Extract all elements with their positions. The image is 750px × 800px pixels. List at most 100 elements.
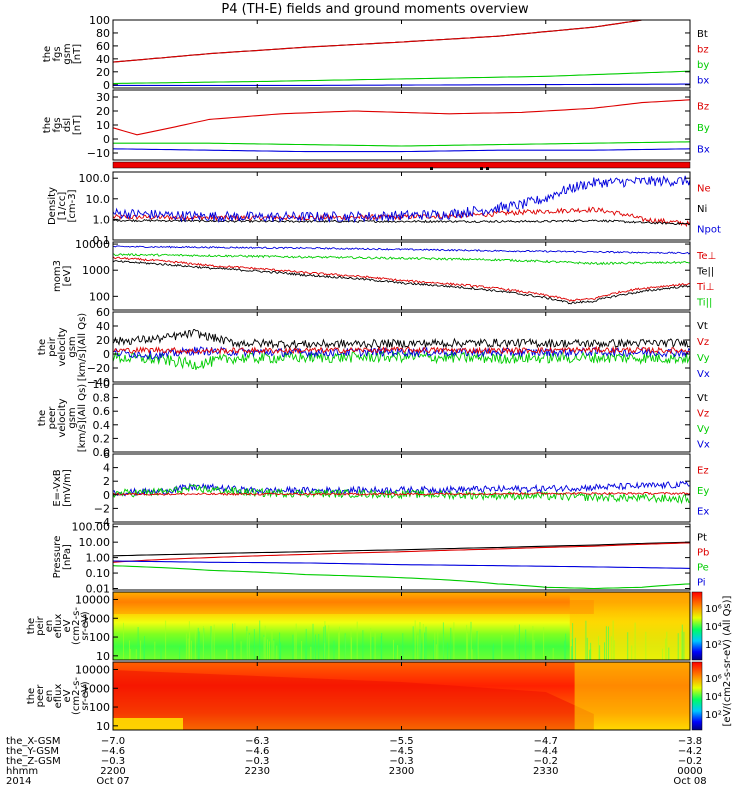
spectrogram-streak: [590, 642, 592, 660]
spectrogram-streak: [211, 629, 213, 660]
spectrogram-streak: [493, 643, 495, 660]
spectrogram-streak: [501, 634, 503, 660]
y-axis-label: (cm2-s-: [71, 677, 82, 715]
y-tick-label: 10000: [75, 593, 110, 606]
spectrogram-streak: [135, 649, 137, 660]
y-tick-label: 100.0: [79, 172, 111, 185]
ephemeris-value: −0.3: [245, 756, 269, 767]
ephemeris-value: −0.3: [101, 756, 125, 767]
series-line-peir-velocity-Vt: [113, 329, 690, 350]
y-tick-label: 10: [96, 119, 110, 132]
spectrogram-band: [113, 670, 594, 730]
spectrogram-streak: [165, 620, 167, 660]
y-tick-label: −10: [87, 147, 110, 160]
spectrogram-streak: [467, 633, 469, 660]
spectrogram-streak: [492, 646, 494, 660]
spectrogram-streak: [525, 629, 527, 660]
spectrogram-streak: [344, 633, 346, 660]
spectrogram-streak: [198, 631, 200, 660]
spectrogram-streak: [394, 643, 396, 660]
spectrogram-streak: [466, 624, 468, 660]
spectrogram-streak: [137, 627, 139, 660]
spectrogram-streak: [226, 649, 228, 660]
y-tick-label: 60: [96, 40, 110, 53]
spectrogram-fill: [569, 592, 690, 660]
ephemeris-value: 2200: [100, 766, 125, 777]
spectrogram-streak: [269, 641, 270, 660]
y-tick-label: −2: [94, 502, 110, 515]
spectrogram-streak: [570, 646, 572, 660]
spectrogram-streak: [179, 647, 181, 660]
series-line-e-field-Ez: [113, 491, 690, 496]
series-line-pressure-Pe: [113, 565, 690, 590]
spectrogram-streak: [267, 639, 268, 660]
y-axis-label: eflux: [53, 614, 64, 639]
spectrogram-streak: [194, 630, 196, 660]
y-tick-label: −4: [94, 516, 110, 529]
y-tick-label: 1.00: [86, 552, 111, 565]
status-bar-mark: [480, 167, 483, 170]
ephemeris-value: −0.3: [389, 756, 413, 767]
spectrogram-streak: [279, 641, 281, 660]
spectrogram-streak: [610, 636, 612, 660]
series-line-fgs-dsl-Bz: [113, 99, 690, 136]
y-axis-label: dsl: [62, 118, 73, 132]
spectrogram-streak: [631, 645, 633, 660]
spectrogram-streak: [442, 622, 444, 660]
legend-item-Vx: Vx: [697, 369, 710, 380]
y-axis-label: peir: [35, 615, 46, 635]
spectrogram-streak: [476, 631, 478, 660]
legend-item-Te⊥: Te⊥: [696, 251, 716, 262]
series-line-peir-velocity-Vy: [113, 350, 690, 371]
y-tick-label: 100: [89, 631, 110, 644]
ephemeris-table: the_X-GSM −7.0 −6.3 −5.5 −4.7 −3.8 the_Y-GSM −4…: [6, 736, 707, 787]
y-tick-label: 2: [103, 475, 110, 488]
colorbar-tick-label: 10²: [705, 710, 722, 721]
y-tick-label: 10000: [75, 238, 110, 251]
spectrogram-streak: [312, 623, 314, 660]
spectrogram-streak: [605, 626, 607, 660]
spectrogram-streak: [187, 638, 189, 660]
spectrogram-streak: [328, 625, 330, 660]
y-axis-label: [eV]: [62, 266, 73, 287]
panel-density: 0.1 1.0 10.0 100.0 Density [1/cc] [cm-3] Ne Ni Np…: [47, 171, 721, 247]
y-axis-label: E=-VxB: [52, 469, 63, 506]
ephemeris-value: −7.0: [101, 736, 125, 747]
spectrogram-streak: [589, 649, 591, 660]
series-line-pressure-Pb: [113, 542, 690, 563]
spectrogram-streak: [323, 626, 325, 660]
spectrogram-streak: [447, 642, 449, 660]
series-line-fgs-dsl-By: [113, 141, 690, 147]
spectrogram-streak: [681, 624, 683, 660]
spectrogram-streak: [210, 626, 212, 660]
spectrogram-streak: [154, 641, 156, 660]
spectrogram-streak: [188, 621, 190, 660]
colorbar: [691, 661, 703, 731]
spectrogram-streak: [362, 630, 364, 660]
spectrogram-streak: [422, 624, 424, 660]
spectrogram-streak: [259, 620, 261, 660]
y-tick-label: −40: [87, 376, 110, 389]
y-tick-label: 60: [96, 306, 110, 319]
series-line-temperature-Ti||: [113, 253, 690, 266]
legend-item-Vt: Vt: [697, 321, 708, 332]
spectrogram-streak: [295, 623, 297, 660]
ephemeris-value: 2300: [389, 766, 414, 777]
spectrogram-streak: [140, 640, 142, 660]
ephemeris-value: −4.5: [389, 746, 413, 757]
y-tick-label: 1.0: [93, 378, 111, 391]
series-line-peir-velocity-Vz: [113, 345, 690, 355]
y-axis-label: peir: [47, 336, 58, 356]
y-axis-label: sr-eV): [80, 611, 91, 640]
ephemeris-value: 2230: [245, 766, 270, 777]
spectrogram-streak: [645, 631, 647, 660]
y-axis-label: [km/s](All Qs): [77, 313, 88, 381]
y-tick-label: 10: [96, 650, 110, 663]
y-tick-label: 40: [96, 320, 110, 333]
spectrogram-streak: [393, 639, 394, 660]
y-axis-label: velocity: [57, 327, 68, 366]
panel-temperature: 100 1000 10000 mom3 [eV] Te⊥ Te|| Ti⊥ Ti||: [52, 238, 716, 311]
spectrogram-streak: [129, 640, 130, 660]
spectrogram-streak: [301, 641, 303, 660]
y-tick-label: 40: [96, 53, 110, 66]
